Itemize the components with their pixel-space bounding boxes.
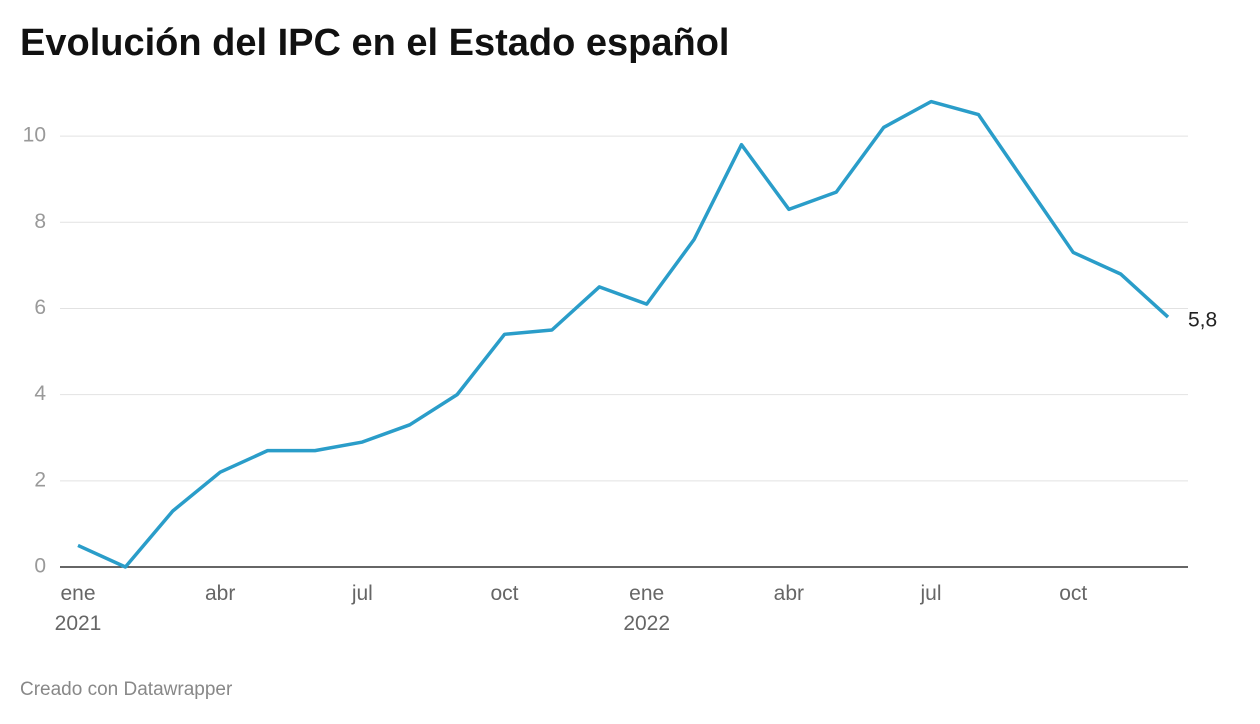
y-tick-label: 0 — [34, 555, 46, 578]
y-tick-label: 6 — [34, 296, 46, 319]
x-tick-label: abr — [773, 582, 805, 605]
x-tick-label: ene 2021 — [54, 582, 102, 635]
y-tick-label: 2 — [34, 468, 46, 491]
y-tick-label: 4 — [34, 382, 46, 405]
x-tick-label: oct — [1059, 582, 1088, 605]
value-label: 5,8 — [1188, 309, 1217, 332]
x-tick-label: jul — [351, 582, 373, 605]
x-tick-label: jul — [920, 582, 942, 605]
line — [77, 99, 1170, 569]
x-tick-label: ene 2022 — [623, 582, 671, 635]
chart-title: Evolución del IPC en el Estado español — [20, 22, 730, 64]
credit: Creado con Datawrapper — [20, 679, 233, 700]
y-tick-label: 10 — [23, 124, 46, 147]
x-tick-label: oct — [490, 582, 519, 605]
y-tick-label: 8 — [34, 210, 46, 233]
x-tick-label: abr — [204, 582, 236, 605]
